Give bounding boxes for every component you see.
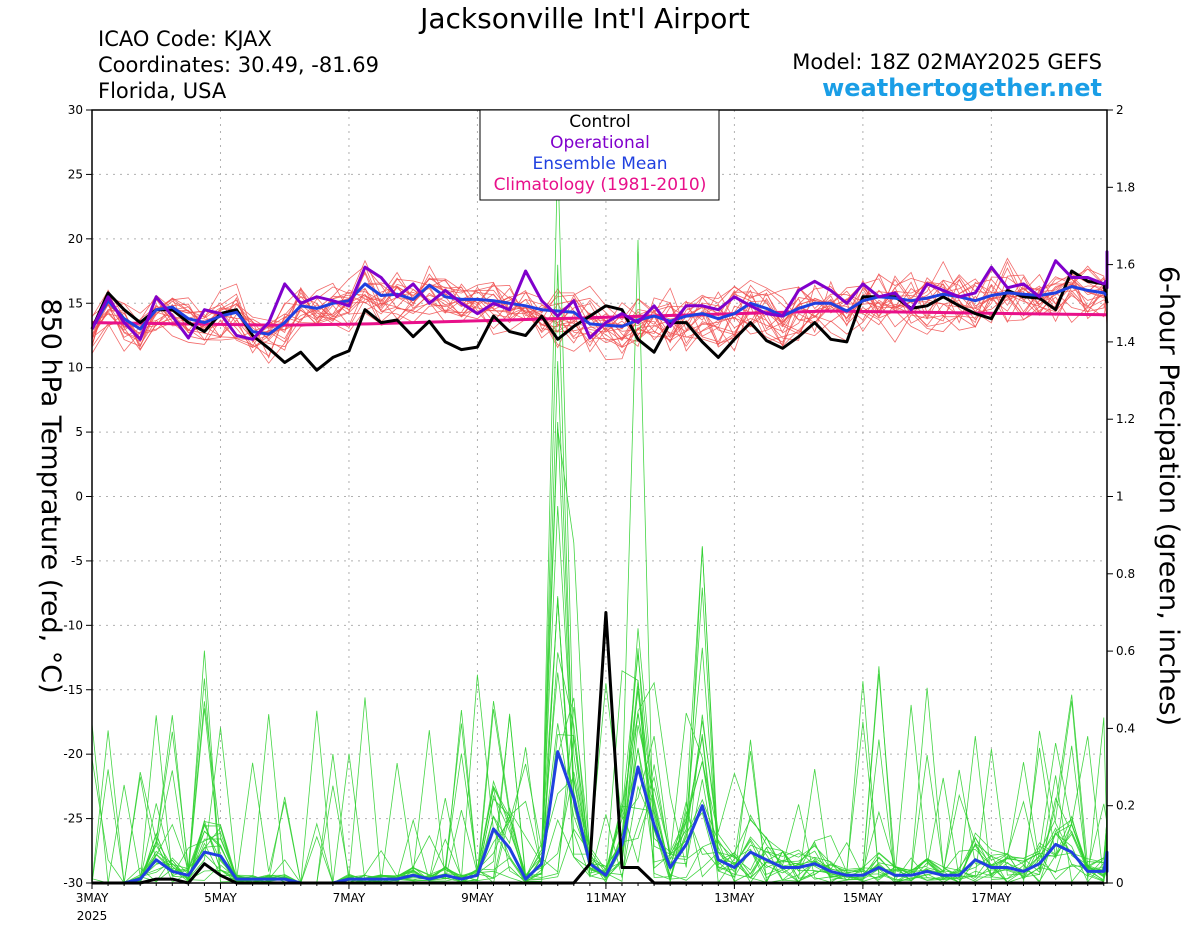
region: Florida, USA xyxy=(98,79,227,103)
right-tick-label: 2 xyxy=(1116,103,1124,117)
left-tick-label: 15 xyxy=(68,296,83,310)
x-axis: 3MAY 2025 5MAY 7MAY 9MAY 11MAY 13MAY 15MAY 17MAY xyxy=(76,883,1105,923)
left-tick-label: -5 xyxy=(71,554,83,568)
right-tick-label: 0.2 xyxy=(1116,799,1135,813)
model-run: Model: 18Z 02MAY2025 GEFS xyxy=(792,50,1102,74)
left-tick-label: -20 xyxy=(63,747,83,761)
ensemble-mean-precip-line xyxy=(92,750,1109,885)
legend: Control Operational Ensemble Mean Climat… xyxy=(479,109,720,201)
x-tick-label: 11MAY xyxy=(586,891,627,905)
precip-member-line xyxy=(92,153,1108,884)
right-tick-label: 0.4 xyxy=(1116,721,1135,735)
temp-member-line xyxy=(91,287,1108,361)
main-series xyxy=(90,250,1109,885)
left-tick-label: -30 xyxy=(63,876,83,890)
left-tick-label: 5 xyxy=(75,425,83,439)
temp-member-line xyxy=(91,270,1108,352)
operational-temp-line xyxy=(90,250,1109,341)
climatology-line xyxy=(91,309,1108,327)
left-tick-label: -10 xyxy=(63,618,83,632)
right-tick-label: 0.8 xyxy=(1116,567,1135,581)
x-tick-label: 13MAY xyxy=(714,891,755,905)
left-axis-label: 850 hPa Temprature (red, °C) xyxy=(35,298,66,693)
legend-climatology: Climatology (1981-2010) xyxy=(494,175,707,195)
control-temp-line xyxy=(90,269,1109,372)
x-tick-label: 7MAY xyxy=(333,891,366,905)
left-tick-label: 25 xyxy=(68,167,83,181)
legend-control: Control xyxy=(569,112,630,132)
left-axis: 30 25 20 15 10 5 0 -5 -10 -15 -20 -25 -30 xyxy=(63,103,92,890)
precip-member-line xyxy=(91,505,1108,884)
legend-operational: Operational xyxy=(550,133,650,153)
chart-title: Jacksonville Int'l Airport xyxy=(420,2,750,35)
icao-code: ICAO Code: KJAX xyxy=(98,27,272,51)
right-tick-label: 1 xyxy=(1116,490,1124,504)
right-tick-label: 1.8 xyxy=(1116,180,1135,194)
x-tick-label: 15MAY xyxy=(843,891,884,905)
right-axis: 2 1.8 1.6 1.4 1.2 1 0.8 0.6 0.4 0.2 0 xyxy=(1107,103,1135,890)
temp-member-line xyxy=(91,281,1108,357)
left-tick-label: 30 xyxy=(68,103,83,117)
brand-link[interactable]: weathertogether.net xyxy=(822,74,1102,102)
x-tick-label: 3MAY xyxy=(76,891,109,905)
precip-member-line xyxy=(92,421,1108,884)
precip-member-line xyxy=(91,647,1108,884)
precip-member-line xyxy=(91,239,1108,884)
right-tick-label: 0.6 xyxy=(1116,644,1135,658)
x-tick-label: 9MAY xyxy=(461,891,494,905)
right-axis-label: 6-hour Precipation (green, inches) xyxy=(1153,266,1184,726)
right-tick-label: 1.6 xyxy=(1116,258,1135,272)
left-tick-label: 10 xyxy=(68,361,83,375)
x-tick-label: 17MAY xyxy=(971,891,1012,905)
left-tick-label: 0 xyxy=(75,490,83,504)
control-precip-line xyxy=(92,611,1104,885)
temp-member-line xyxy=(91,279,1108,344)
x-tick-label: 5MAY xyxy=(204,891,237,905)
ensemble-members xyxy=(91,153,1108,884)
ensemble-mean-temp-line xyxy=(90,282,1108,336)
precip-member-line xyxy=(92,264,1108,884)
legend-box xyxy=(479,109,720,201)
precip-member-line xyxy=(92,587,1108,884)
left-tick-label: 20 xyxy=(68,232,83,246)
legend-ensemble-mean: Ensemble Mean xyxy=(532,154,667,174)
right-tick-label: 1.4 xyxy=(1116,335,1135,349)
right-tick-label: 1.2 xyxy=(1116,412,1135,426)
coordinates: Coordinates: 30.49, -81.69 xyxy=(98,53,379,77)
x-tick-year: 2025 xyxy=(77,909,108,923)
right-tick-label: 0 xyxy=(1116,876,1124,890)
precip-member-line xyxy=(92,683,1108,884)
left-tick-label: -15 xyxy=(63,683,83,697)
grid-lines xyxy=(92,110,1107,883)
precip-member-line xyxy=(91,361,1108,884)
left-tick-label: -25 xyxy=(63,812,83,826)
